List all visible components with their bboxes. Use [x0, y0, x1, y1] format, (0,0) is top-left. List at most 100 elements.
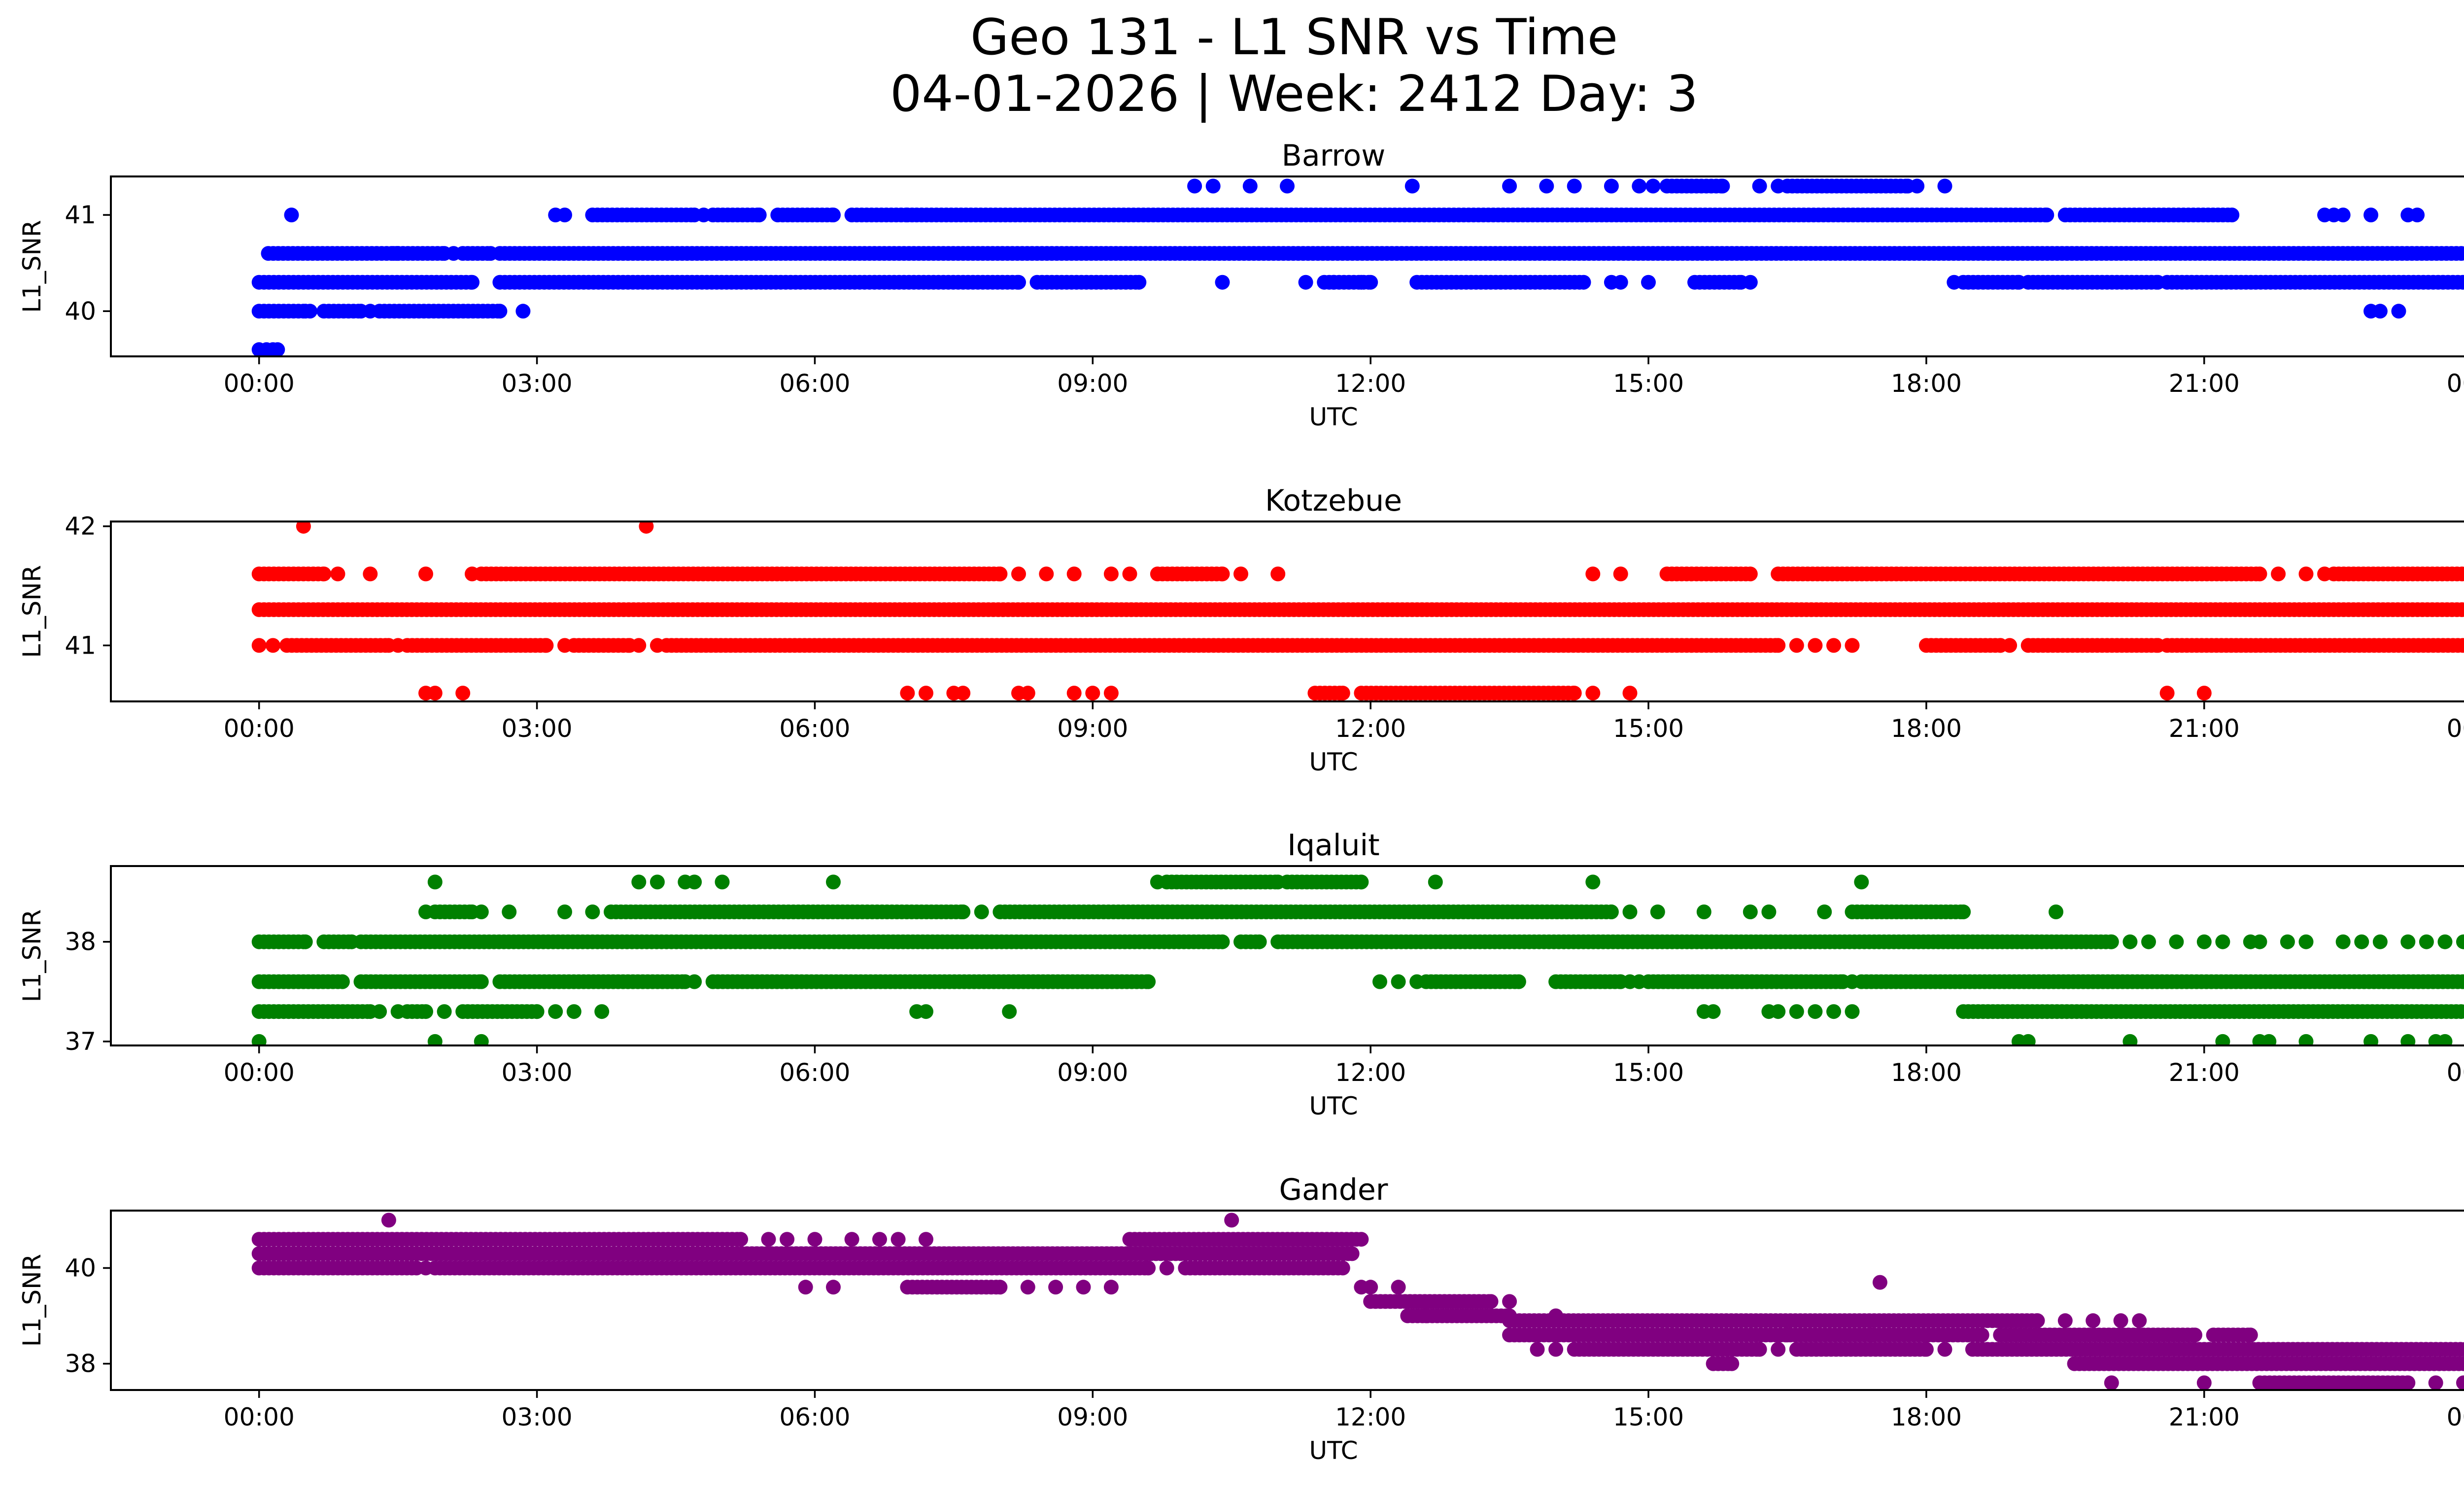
data-point	[687, 874, 702, 890]
data-point	[465, 275, 479, 290]
data-point	[2463, 1345, 2464, 1354]
data-point	[798, 1280, 813, 1295]
x-axis-label: UTC	[1309, 1092, 1358, 1120]
data-point	[548, 1004, 563, 1019]
data-point	[631, 638, 647, 653]
x-axis-label: UTC	[1309, 403, 1358, 431]
series-38-3-db	[1530, 1342, 2464, 1357]
data-point	[2132, 1313, 2147, 1328]
data-point	[715, 874, 730, 890]
data-point	[1530, 1342, 1545, 1357]
data-point	[1771, 638, 1786, 653]
data-point	[919, 1232, 933, 1247]
data-point	[761, 1232, 776, 1247]
data-point	[2354, 934, 2369, 949]
data-point	[1622, 686, 1638, 701]
data-point	[2196, 934, 2212, 949]
data-point	[2298, 934, 2314, 949]
data-point	[557, 208, 572, 223]
data-point	[330, 566, 345, 582]
x-tick-label: 18:00	[1891, 1403, 1962, 1431]
data-point	[2459, 603, 2464, 617]
data-point	[446, 246, 461, 261]
data-point	[1076, 1280, 1091, 1295]
data-point	[992, 1280, 1008, 1295]
data-point	[1808, 638, 1823, 653]
series-39-6-db	[798, 1280, 1406, 1295]
series-39-3-db	[1363, 1294, 1517, 1309]
x-tick-label: 15:00	[1613, 714, 1684, 743]
series-41-0-db	[284, 208, 2425, 223]
series-40-6-db	[251, 1232, 1369, 1247]
x-tick-label: 09:00	[1057, 1058, 1128, 1087]
x-tick-label: 09:00	[1057, 714, 1128, 743]
data-point	[639, 522, 654, 534]
data-point	[956, 686, 971, 701]
data-point	[1567, 178, 1582, 194]
data-point	[316, 566, 332, 582]
data-point	[1696, 904, 1711, 919]
data-point	[2049, 904, 2063, 919]
data-point	[1752, 1342, 1767, 1357]
series-40-3-db	[251, 275, 2464, 290]
data-point	[1215, 566, 1230, 582]
series-37-3-db	[251, 1004, 2464, 1019]
data-point	[1845, 974, 1860, 989]
x-tick-label: 00:00	[224, 1058, 295, 1087]
data-point	[2196, 686, 2212, 701]
scatter-points-barrow	[251, 178, 2464, 356]
data-point	[251, 1034, 267, 1045]
data-point	[2188, 1327, 2202, 1343]
data-point	[1335, 686, 1350, 701]
data-point	[427, 874, 443, 890]
data-point	[1391, 974, 1406, 989]
data-point	[557, 638, 572, 653]
scatter-points-iqaluit	[251, 874, 2464, 1045]
x-tick-label: 00:00	[224, 714, 295, 743]
data-point	[1233, 566, 1248, 582]
data-point	[2458, 1342, 2464, 1357]
data-point	[2104, 934, 2119, 949]
data-point	[1363, 1280, 1378, 1295]
x-tick-label: 21:00	[2169, 1403, 2240, 1431]
data-point	[1613, 566, 1628, 582]
data-point	[1141, 1260, 1156, 1276]
plot-frame-barrow	[110, 175, 2464, 357]
data-point	[919, 686, 933, 701]
series-39-6-db	[251, 342, 285, 356]
plot-frame-kotzebue	[110, 521, 2464, 702]
data-point	[2437, 1034, 2453, 1045]
scatter-points-gander	[251, 1213, 2464, 1390]
data-point	[1419, 1308, 1434, 1323]
data-point	[1103, 566, 1119, 582]
data-point	[1743, 566, 1758, 582]
x-tick-label: 21:00	[2169, 714, 2240, 743]
data-point	[474, 1034, 489, 1045]
data-point	[1650, 904, 1665, 919]
x-tick-label: 09:00	[1057, 1403, 1128, 1431]
data-point	[1215, 934, 1230, 949]
series-40-0-db	[251, 304, 2406, 319]
data-point	[1159, 1260, 1174, 1276]
data-point	[1937, 178, 1952, 194]
data-point	[1632, 178, 1647, 194]
data-point	[2122, 934, 2138, 949]
data-point	[650, 638, 665, 653]
data-point	[1706, 1004, 1721, 1019]
x-tick-label: 03:00	[502, 1403, 573, 1431]
data-point	[390, 638, 406, 653]
data-point	[1141, 974, 1156, 989]
data-point	[1826, 638, 1841, 653]
data-point	[1817, 904, 1832, 919]
data-point	[474, 904, 489, 919]
data-point	[1715, 178, 1730, 194]
data-point	[1270, 566, 1286, 582]
data-point	[427, 1034, 443, 1045]
data-point	[2400, 934, 2416, 949]
data-point	[1404, 178, 1420, 194]
series-38-6-db	[427, 874, 1869, 890]
data-point	[2363, 1034, 2379, 1045]
data-point	[2317, 566, 2332, 582]
series-38-6-db	[1502, 1327, 2258, 1343]
